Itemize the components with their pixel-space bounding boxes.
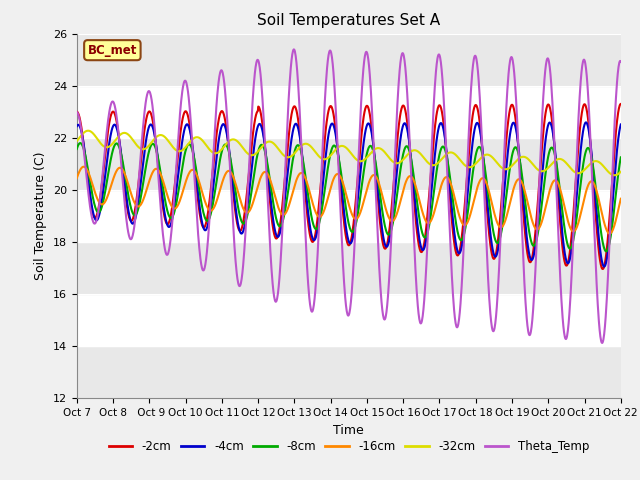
-2cm	[599, 266, 607, 272]
-2cm	[617, 101, 625, 107]
-4cm	[617, 121, 625, 127]
-32cm	[434, 161, 442, 167]
-16cm	[434, 197, 442, 203]
Legend: -2cm, -4cm, -8cm, -16cm, -32cm, Theta_Temp: -2cm, -4cm, -8cm, -16cm, -32cm, Theta_Te…	[104, 436, 594, 458]
-8cm	[195, 180, 202, 185]
-8cm	[505, 175, 513, 181]
-4cm	[255, 122, 262, 128]
-8cm	[181, 150, 189, 156]
-32cm	[84, 128, 92, 133]
Line: -8cm: -8cm	[77, 143, 621, 252]
Line: Theta_Temp: Theta_Temp	[77, 49, 621, 343]
Theta_Temp	[255, 59, 262, 64]
-4cm	[180, 126, 188, 132]
-32cm	[553, 157, 561, 163]
-2cm	[194, 196, 202, 202]
Text: BC_met: BC_met	[88, 44, 137, 57]
Bar	[77, 346, 621, 398]
Theta_Temp	[194, 227, 202, 232]
-2cm	[255, 104, 262, 110]
-8cm	[553, 161, 561, 167]
-4cm	[600, 264, 608, 269]
-16cm	[195, 176, 202, 181]
-8cm	[73, 146, 81, 152]
Y-axis label: Soil Temperature (C): Soil Temperature (C)	[35, 152, 47, 280]
-32cm	[195, 134, 202, 140]
-4cm	[504, 146, 512, 152]
-16cm	[617, 196, 625, 202]
-2cm	[504, 119, 512, 124]
-16cm	[181, 181, 189, 187]
Bar	[77, 190, 621, 242]
-2cm	[180, 109, 188, 115]
Bar	[77, 138, 621, 190]
Line: -16cm: -16cm	[77, 167, 621, 234]
Bar	[77, 294, 621, 346]
-16cm	[80, 164, 88, 169]
Theta_Temp	[434, 56, 442, 61]
Theta_Temp	[290, 47, 298, 52]
-8cm	[617, 155, 625, 160]
-8cm	[434, 163, 442, 168]
-8cm	[602, 249, 610, 254]
-4cm	[73, 123, 81, 129]
-32cm	[255, 147, 263, 153]
-2cm	[73, 109, 81, 115]
-32cm	[73, 138, 81, 144]
Theta_Temp	[73, 109, 81, 115]
-32cm	[505, 166, 513, 171]
-32cm	[611, 172, 618, 178]
-4cm	[194, 189, 202, 195]
Bar	[77, 34, 621, 86]
Line: -32cm: -32cm	[77, 131, 621, 175]
Theta_Temp	[617, 59, 625, 64]
-4cm	[433, 134, 441, 140]
Title: Soil Temperatures Set A: Soil Temperatures Set A	[257, 13, 440, 28]
-16cm	[505, 206, 513, 212]
-16cm	[553, 178, 561, 184]
-8cm	[255, 146, 263, 152]
-16cm	[73, 175, 81, 181]
-2cm	[433, 108, 441, 114]
Line: -2cm: -2cm	[77, 104, 621, 269]
Theta_Temp	[598, 340, 606, 346]
-8cm	[76, 140, 84, 146]
Bar	[77, 242, 621, 294]
-16cm	[606, 231, 614, 237]
-2cm	[552, 166, 560, 171]
Theta_Temp	[553, 190, 561, 196]
-32cm	[181, 145, 189, 151]
X-axis label: Time: Time	[333, 424, 364, 437]
Theta_Temp	[505, 71, 513, 77]
-32cm	[617, 169, 625, 175]
Theta_Temp	[180, 78, 188, 84]
Bar	[77, 86, 621, 138]
-4cm	[582, 120, 590, 125]
-16cm	[255, 179, 263, 185]
Line: -4cm: -4cm	[77, 122, 621, 266]
-4cm	[552, 159, 560, 165]
